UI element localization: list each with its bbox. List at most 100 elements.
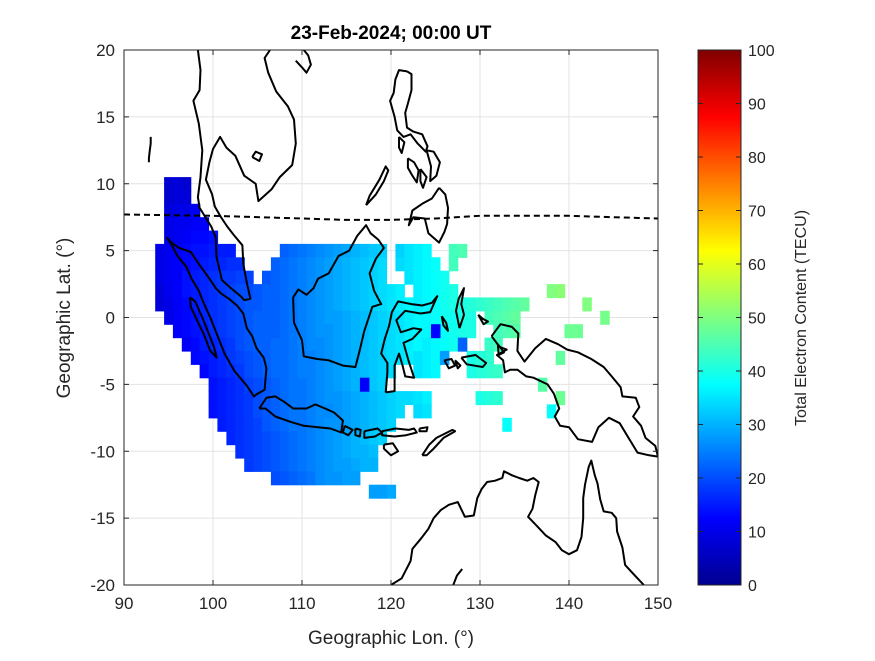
coastline <box>406 157 420 184</box>
tec-cell <box>333 404 343 419</box>
tec-cell <box>208 324 219 339</box>
tec-cell <box>431 257 441 272</box>
tec-cell <box>333 257 343 272</box>
tec-cell <box>333 391 343 406</box>
tec-cell <box>315 471 325 486</box>
tec-cell <box>306 457 316 472</box>
tec-cell <box>306 257 316 272</box>
tec-cell <box>546 404 557 419</box>
tec-cell <box>288 270 299 285</box>
tec-cell <box>342 337 352 352</box>
x-tick-label: 150 <box>644 594 672 613</box>
x-axis-ticks: 90 100 110 120 130 140 150 <box>115 50 672 613</box>
tec-cell <box>306 364 316 379</box>
coastline <box>407 187 449 244</box>
tec-cell <box>368 310 379 325</box>
tec-cell <box>235 297 245 312</box>
tec-cell <box>439 350 450 365</box>
tec-cell <box>342 270 352 285</box>
tec-cell <box>315 431 325 446</box>
tec-cell <box>235 350 245 365</box>
tec-cell <box>262 297 272 312</box>
tec-cell <box>350 243 361 258</box>
tec-cell <box>279 270 290 285</box>
tec-cell <box>333 310 343 325</box>
tec-cell <box>244 431 254 446</box>
x-tick-label: 130 <box>466 594 494 613</box>
x-tick-label: 120 <box>377 594 405 613</box>
coastline <box>147 136 152 163</box>
colorbar <box>697 49 742 586</box>
tec-cell <box>270 350 281 365</box>
tec-cell <box>253 297 263 312</box>
tec-cell <box>270 377 281 392</box>
tec-cell <box>172 297 183 312</box>
tec-cell <box>297 310 308 325</box>
coastline <box>418 426 429 433</box>
tec-cell <box>181 230 192 245</box>
tec-cell <box>555 391 566 406</box>
tec-cell <box>333 243 343 258</box>
tec-cell <box>422 270 432 285</box>
tec-cell <box>164 284 174 299</box>
tec-cell <box>404 243 414 258</box>
coastline <box>419 168 428 189</box>
tec-cell <box>324 377 334 392</box>
x-tick-label: 110 <box>288 594 315 613</box>
tec-cell <box>270 324 281 339</box>
tec-cell <box>342 324 352 339</box>
coastline <box>398 136 406 154</box>
tec-cell <box>217 324 227 339</box>
tec-cell <box>217 243 227 258</box>
tec-cell <box>253 444 263 459</box>
tec-cell <box>164 190 174 205</box>
tec-cell <box>377 337 388 352</box>
tec-cell <box>342 417 352 432</box>
tec-cell <box>199 350 210 365</box>
tec-cell <box>324 324 334 339</box>
tec-cell <box>342 257 352 272</box>
tec-cell <box>333 284 343 299</box>
tec-cell <box>199 257 210 272</box>
tec-cell <box>413 324 423 339</box>
tec-cell <box>181 297 192 312</box>
tec-cell <box>315 417 325 432</box>
tec-cell <box>333 350 343 365</box>
tec-cell <box>368 377 379 392</box>
tec-cell <box>395 404 405 419</box>
tec-cell <box>288 257 299 272</box>
tec-cell <box>172 324 183 339</box>
tec-cell <box>253 337 263 352</box>
tec-cell <box>262 350 272 365</box>
chart-title: 23-Feb-2024; 00:00 UT <box>291 23 492 44</box>
tec-cell <box>262 270 272 285</box>
tec-cell <box>190 217 201 232</box>
tec-cell <box>368 391 379 406</box>
tec-cell <box>190 203 201 218</box>
tec-cell <box>386 284 397 299</box>
tec-cell <box>555 284 566 299</box>
tec-cell <box>431 270 441 285</box>
tec-cell <box>342 377 352 392</box>
tec-cell <box>342 431 352 446</box>
tec-cell <box>484 297 494 312</box>
tec-cell <box>181 190 192 205</box>
tec-cell <box>172 270 183 285</box>
tec-cell <box>172 257 183 272</box>
coastline <box>425 149 441 183</box>
tec-cell <box>270 270 281 285</box>
tec-cell <box>226 391 236 406</box>
tec-cell <box>333 431 343 446</box>
tec-cell <box>244 297 254 312</box>
tec-cell <box>288 350 299 365</box>
tec-cell <box>244 404 254 419</box>
tec-cell <box>235 337 245 352</box>
tec-cell <box>226 431 236 446</box>
tec-cell <box>235 377 245 392</box>
tec-cell <box>315 243 325 258</box>
tec-cell <box>333 417 343 432</box>
coastline <box>165 236 268 398</box>
tec-cell <box>350 324 361 339</box>
tec-cell <box>208 257 219 272</box>
tec-cell <box>270 444 281 459</box>
